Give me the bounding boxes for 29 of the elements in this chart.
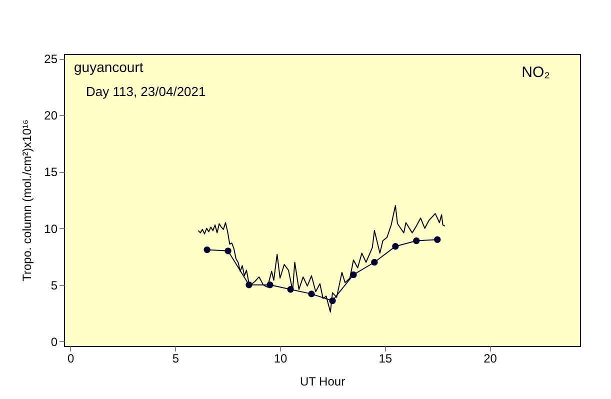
x-tick-label: 5 bbox=[172, 352, 180, 366]
annotation: Day 113, 23/04/2021 bbox=[86, 84, 206, 99]
point bbox=[204, 246, 210, 254]
y-tick-label: 15 bbox=[44, 165, 58, 180]
point bbox=[308, 290, 315, 298]
y-axis-title: Tropo. column (mol./cm²)x10¹⁶ bbox=[20, 120, 34, 282]
y-tick-label: 0 bbox=[50, 334, 58, 349]
annotation: guyancourt bbox=[74, 59, 144, 75]
point bbox=[224, 248, 232, 254]
point bbox=[413, 237, 420, 244]
point bbox=[329, 297, 336, 304]
point bbox=[392, 243, 399, 250]
x-tick-label: 0 bbox=[67, 352, 74, 366]
line-series bbox=[198, 205, 446, 313]
x-tick-label: 10 bbox=[274, 352, 288, 366]
point bbox=[350, 271, 357, 278]
y-tick-label: 10 bbox=[44, 222, 58, 236]
point bbox=[246, 282, 252, 288]
y-tick-label: 20 bbox=[44, 108, 58, 123]
x-tick-label: 20 bbox=[484, 352, 498, 366]
annotation: NO₂ bbox=[522, 64, 550, 81]
point bbox=[287, 286, 294, 293]
x-axis-title: UT Hour bbox=[300, 374, 346, 388]
point bbox=[371, 258, 378, 266]
y-tick-label: 25 bbox=[44, 52, 58, 66]
point bbox=[266, 282, 274, 288]
point bbox=[434, 236, 441, 243]
x-tick-label: 15 bbox=[378, 352, 392, 366]
y-tick-label: 5 bbox=[50, 278, 58, 292]
